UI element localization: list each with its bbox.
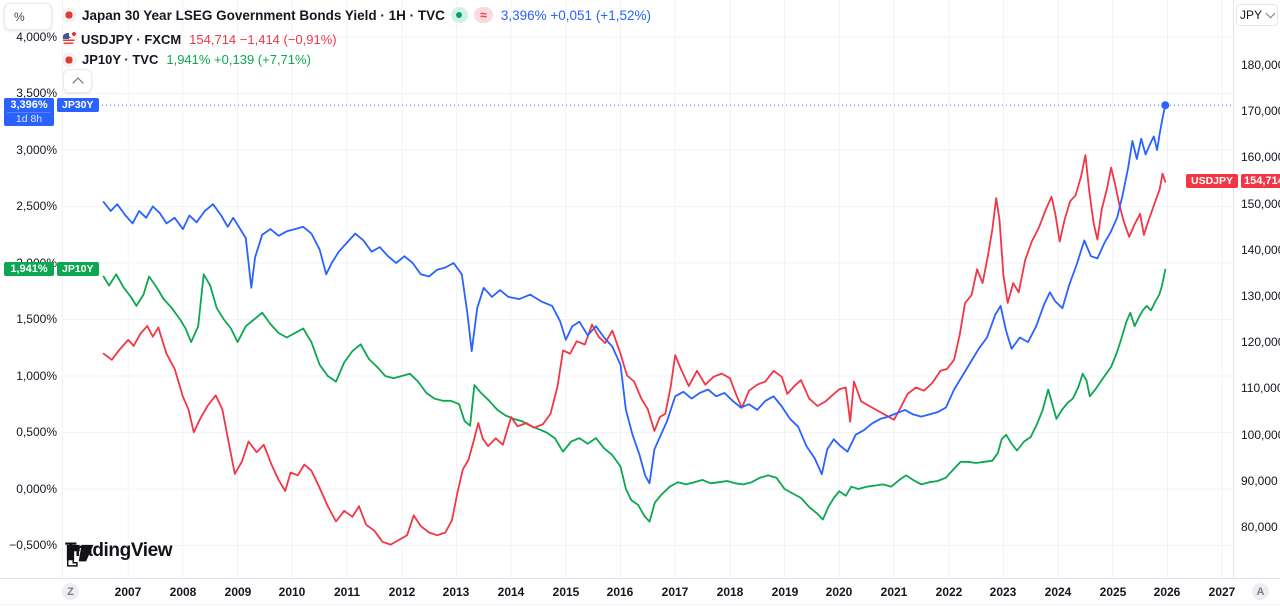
currency-selector-button[interactable]: JPY	[1236, 4, 1278, 26]
japan-flag-icon	[62, 52, 76, 67]
legend-row-jp10y[interactable]: JP10Y · TVC 1,941% +0,139 (+7,71%)	[62, 52, 311, 67]
time-axis-tick: 2010	[278, 585, 306, 599]
symbol-title[interactable]: USDJPY · FXCM	[81, 32, 182, 47]
legend-row-usdjpy[interactable]: USDJPY · FXCM 154,714 −1,414 (−0,91%)	[62, 30, 337, 47]
jp30y-price-value: 3,396% 1d 8h	[4, 98, 54, 126]
time-axis-tick: 2011	[333, 585, 361, 599]
time-axis-tick: 2025	[1099, 585, 1127, 599]
shortcut-badge-z: Z	[62, 583, 79, 600]
chevron-up-icon	[71, 76, 84, 89]
right-price-scale[interactable]: JPY 180,000 170,000 160,000 150,000 140,000 1…	[1233, 0, 1280, 578]
market-open-dot-icon	[456, 12, 463, 18]
left-axis-tick: 4,000%	[16, 30, 57, 44]
time-axis-tick: 2012	[388, 585, 416, 599]
usdjpy-price-label: USDJPY 154,714	[1186, 174, 1280, 188]
symbol-values: 3,396% +0,051 (+1,52%)	[500, 7, 651, 23]
left-axis-tick: 1,000%	[16, 369, 57, 383]
usdjpy-symbol-tag: USDJPY	[1186, 174, 1239, 188]
usdjpy-flags-icon	[62, 30, 78, 46]
time-axis-tick: 2023	[989, 585, 1017, 599]
left-axis-tick: 0,500%	[16, 425, 57, 439]
time-axis-tick: 2017	[661, 585, 689, 599]
currency-label: JPY	[1239, 8, 1262, 22]
right-axis-tick: 140,000	[1241, 243, 1280, 257]
symbol-title[interactable]: JP10Y · TVC	[82, 52, 159, 67]
time-axis-tick: 2015	[552, 585, 580, 599]
time-axis-tick: 2008	[169, 585, 197, 599]
approximation-pill[interactable]: ≈	[473, 7, 493, 23]
shortcut-badge-a: A	[1252, 583, 1269, 600]
time-axis-tick: 2026	[1153, 585, 1181, 599]
chart-plot-area[interactable]: Japan 30 Year LSEG Government Bonds Yiel…	[62, 0, 1232, 578]
left-scale-unit-button[interactable]: %	[4, 3, 52, 30]
time-axis-tick: 2016	[606, 585, 634, 599]
right-axis-tick: 170,000	[1241, 104, 1280, 118]
right-axis-tick: 100,000	[1241, 428, 1280, 442]
time-axis-tick: 2009	[224, 585, 252, 599]
jp30y-price-label: 3,396% 1d 8h JP30Y	[4, 98, 99, 126]
time-axis-tick: 2021	[880, 585, 908, 599]
left-axis-tick: 3,500%	[16, 86, 57, 100]
symbol-title[interactable]: Japan 30 Year LSEG Government Bonds Yiel…	[82, 7, 445, 23]
chevron-down-icon	[1265, 8, 1276, 19]
jp30y-symbol-tag: JP30Y	[57, 98, 99, 112]
time-axis-tick: 2020	[825, 585, 853, 599]
left-axis-tick: 1,500%	[16, 312, 57, 326]
tradingview-logo[interactable]: TradingView	[65, 540, 173, 567]
left-axis-tick: 0,000%	[16, 482, 57, 496]
time-axis-tick: 2018	[716, 585, 744, 599]
symbol-values: 1,941% +0,139 (+7,71%)	[166, 52, 311, 67]
right-axis-tick: 110,000	[1241, 381, 1280, 395]
legend-collapse-button[interactable]	[63, 69, 92, 93]
jp10y-symbol-tag: JP10Y	[57, 262, 99, 276]
right-axis-tick: 180,000	[1241, 58, 1280, 72]
chart-canvas[interactable]	[62, 0, 1232, 578]
right-axis-tick: 80,000	[1241, 520, 1278, 534]
right-axis-tick: 90,000	[1241, 474, 1278, 488]
jp30y-bar-countdown: 1d 8h	[7, 112, 51, 126]
time-axis-tick: 2007	[114, 585, 142, 599]
left-axis-tick: 3,000%	[16, 143, 57, 157]
left-axis-tick: −0,500%	[9, 538, 57, 552]
tradingview-mark-icon	[66, 544, 94, 567]
right-axis-tick: 130,000	[1241, 289, 1280, 303]
legend-row-jp30y[interactable]: Japan 30 Year LSEG Government Bonds Yiel…	[62, 7, 651, 23]
time-axis-tick: 2013	[442, 585, 470, 599]
right-axis-tick: 160,000	[1241, 150, 1280, 164]
time-axis-tick: 2019	[771, 585, 799, 599]
jp10y-price-label: 1,941% JP10Y	[4, 262, 99, 276]
time-axis-tick: 2024	[1044, 585, 1072, 599]
japan-flag-icon	[62, 8, 76, 22]
right-axis-tick: 120,000	[1241, 335, 1280, 349]
usdjpy-price-value: 154,714	[1241, 174, 1280, 188]
time-axis-tick: 2022	[935, 585, 963, 599]
time-axis[interactable]: 2007 2008 2009 2010 2011 2012 2013 2014 2015 2016…	[0, 578, 1280, 607]
jp10y-price-value: 1,941%	[4, 262, 54, 276]
left-axis-tick: 2,500%	[16, 199, 57, 213]
left-price-scale[interactable]: % 4,000%3,500%3,000%2,500%2,000%1,500%1,…	[0, 0, 63, 578]
right-axis-tick: 150,000	[1241, 197, 1280, 211]
market-status-pill[interactable]	[450, 7, 468, 23]
time-axis-tick: 2014	[497, 585, 525, 599]
symbol-values: 154,714 −1,414 (−0,91%)	[189, 32, 337, 47]
time-axis-tick: 2027	[1208, 585, 1236, 599]
